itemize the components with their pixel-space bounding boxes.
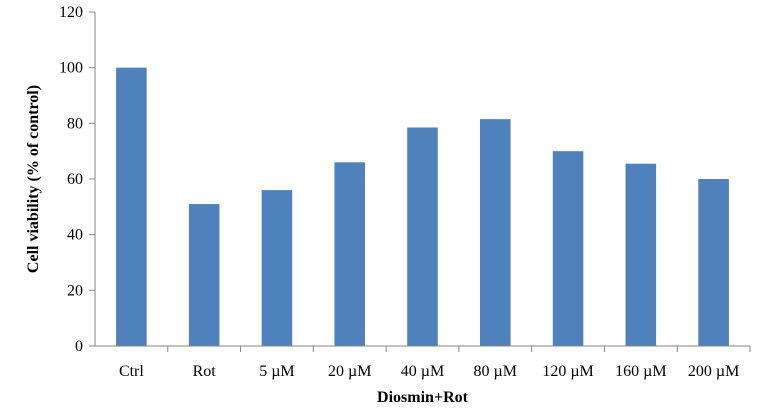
bar: [261, 190, 293, 346]
y-tick-label: 80: [67, 115, 83, 132]
y-axis-title: Cell viability (% of control): [25, 85, 42, 273]
y-tick-label: 100: [59, 60, 83, 77]
x-tick-label: Ctrl: [119, 363, 144, 380]
y-tick-label: 40: [67, 227, 83, 244]
bar: [625, 163, 657, 346]
y-tick-label: 60: [67, 171, 83, 188]
x-tick-label: 20 µM: [328, 363, 371, 380]
x-tick-label: Rot: [193, 363, 217, 380]
bar: [698, 179, 729, 346]
bar: [552, 151, 584, 346]
x-tick-label: 120 µM: [542, 363, 593, 380]
x-axis-title: Diosmin+Rot: [377, 389, 469, 406]
y-tick-label: 120: [59, 4, 83, 21]
bar: [334, 162, 366, 346]
x-tick-label: 200 µM: [688, 363, 739, 380]
y-axis-ticks: 0 20 40 60 80 100 120: [59, 4, 95, 355]
x-tick-label: 40 µM: [401, 363, 444, 380]
y-tick-label: 20: [67, 282, 83, 299]
x-tick-label: 160 µM: [615, 363, 666, 380]
x-tick-label: 5 µM: [259, 363, 294, 380]
y-tick-label: 0: [75, 338, 83, 355]
bar: [188, 204, 220, 346]
x-axis-ticks: Ctrl Rot 5 µM 20 µM 40 µM 80 µM 120 µM 160 µM 20…: [119, 346, 751, 380]
bar: [407, 127, 438, 346]
bars-group: [116, 67, 729, 347]
bar: [479, 119, 511, 347]
bar: [116, 67, 147, 347]
x-tick-label: 80 µM: [474, 363, 517, 380]
